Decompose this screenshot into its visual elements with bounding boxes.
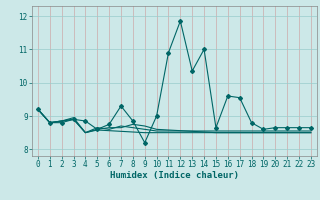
X-axis label: Humidex (Indice chaleur): Humidex (Indice chaleur) [110,171,239,180]
